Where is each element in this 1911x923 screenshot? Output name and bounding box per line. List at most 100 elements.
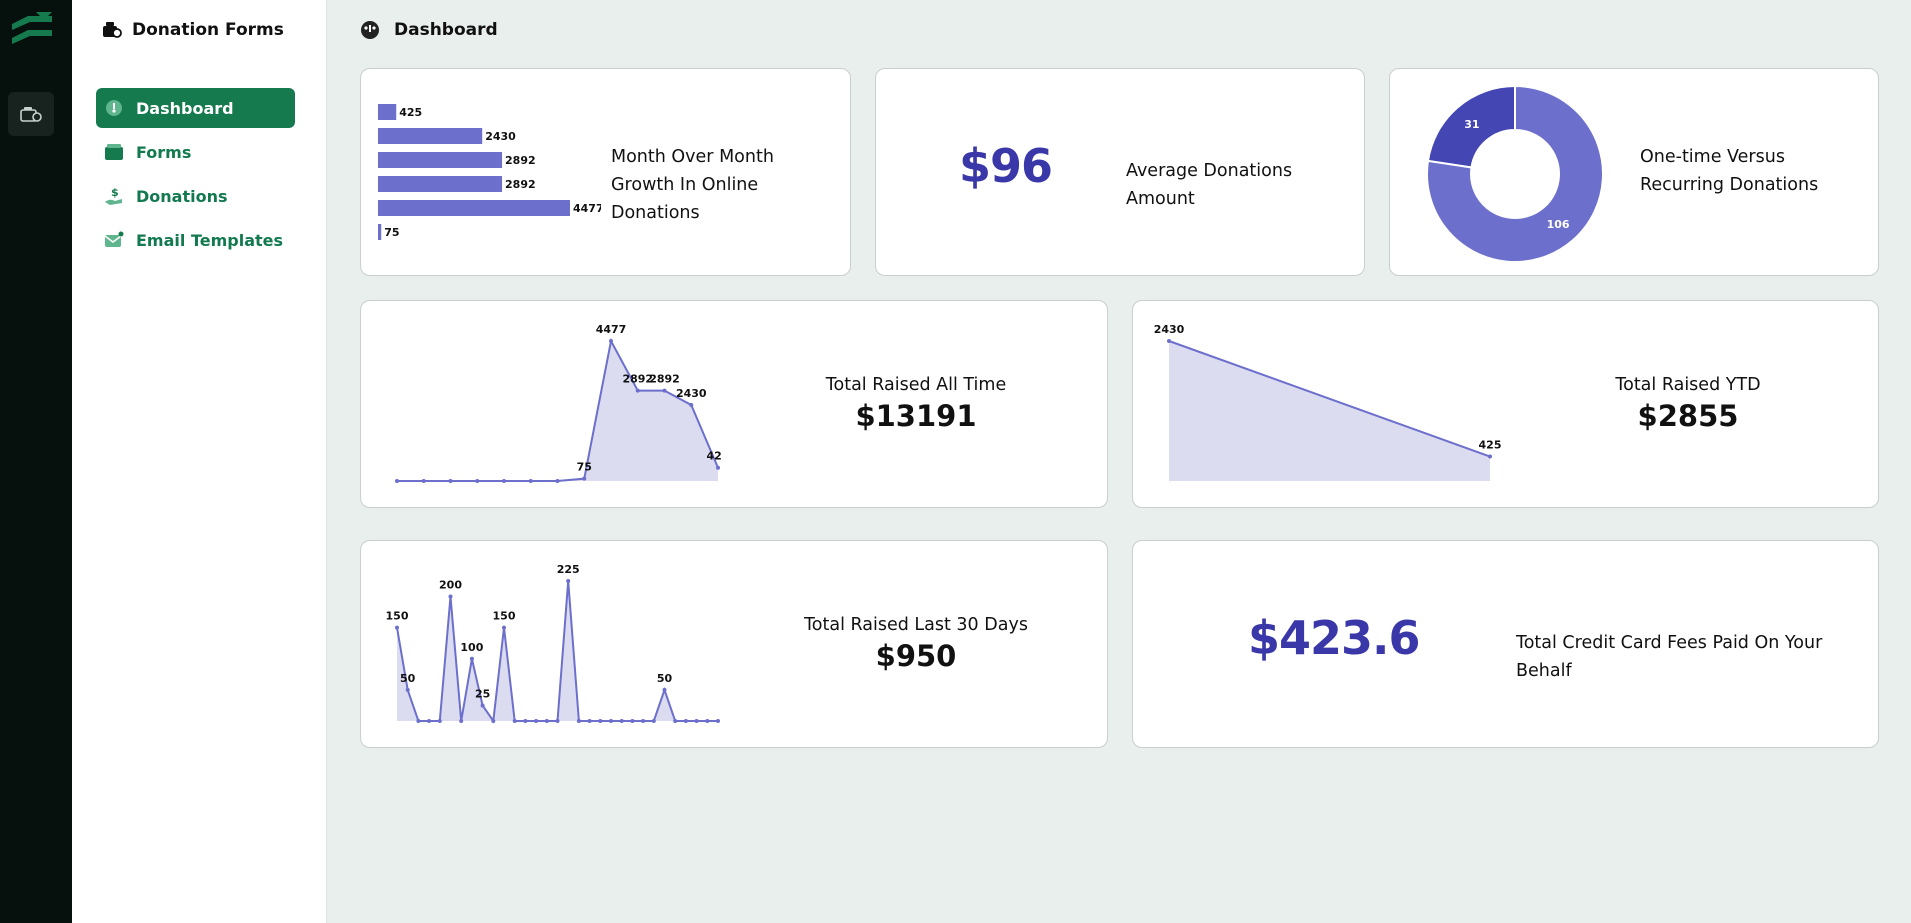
donut-slice	[1426, 84, 1516, 169]
svg-text:$: $	[111, 186, 119, 199]
last30-point	[427, 719, 432, 723]
all_time-point	[609, 339, 613, 343]
sidebar-nav: Dashboard Forms $ Donations Email Templa…	[96, 88, 295, 264]
donut-slice	[1426, 84, 1604, 263]
all_time-point	[448, 479, 453, 483]
sidebar-item-label: Donations	[136, 186, 228, 206]
last30-point	[395, 625, 399, 630]
last30-point	[705, 719, 710, 723]
growth-bar	[378, 176, 503, 192]
sidebar-item-email-templates[interactable]: Email Templates	[96, 220, 295, 260]
all_time-point	[475, 479, 480, 483]
all_time-point-label: 2430	[676, 387, 707, 400]
last30-point	[480, 703, 485, 708]
growth-label: Month Over Month Growth In Online Donati…	[611, 147, 774, 223]
all-time-card: 754477289228922430425 Total Raised All T…	[360, 300, 1108, 508]
dashboard-gauge-icon	[361, 21, 379, 39]
sidebar-item-donations[interactable]: $ Donations	[96, 176, 295, 216]
last30-point	[534, 719, 539, 723]
last30-point	[598, 719, 603, 723]
all-time-summary: Total Raised All Time $13191	[801, 371, 1031, 433]
sidebar-item-dashboard[interactable]: Dashboard	[96, 88, 295, 128]
forms-app-button[interactable]	[8, 92, 54, 136]
last30-point	[555, 719, 560, 723]
all_time-point-label: 2892	[649, 373, 680, 386]
last30-point	[683, 719, 688, 723]
all_time-area-fill	[397, 341, 718, 481]
growth-bar	[378, 224, 382, 240]
last30-point	[716, 719, 720, 723]
all_time-point	[421, 479, 426, 483]
ytd-area-chart: 2430 425	[1154, 323, 1502, 481]
last30-point	[662, 687, 667, 692]
last30-point	[673, 719, 678, 723]
sidebar: Donation Forms Dashboard Forms $ Donatio…	[72, 0, 327, 923]
all_time-point	[662, 388, 667, 393]
all_time-point	[635, 388, 640, 393]
growth-bar	[378, 104, 397, 120]
last30-point-label: 25	[475, 687, 490, 700]
growth-bar-label: 425	[399, 106, 422, 119]
last30-point	[544, 719, 549, 723]
dashboard-icon	[104, 98, 124, 118]
last30-area-chart: 150 50 200 100 25 150 225 50	[386, 563, 720, 724]
onetime-donut-chart: 31 106	[1426, 84, 1604, 263]
last30-point-label: 100	[460, 641, 483, 654]
page-title: Dashboard	[394, 20, 498, 40]
forms-icon	[104, 142, 124, 162]
ytd-point	[1488, 454, 1492, 459]
growth-card: 425 2430 2892 2892 4477 75 Month Over Month G…	[360, 68, 851, 276]
forms-app-icon	[20, 107, 42, 122]
last30-point	[630, 719, 635, 723]
all_time-point	[689, 403, 694, 408]
growth-bar-label: 2430	[485, 130, 516, 143]
last30-point-label: 200	[439, 579, 462, 592]
average-value: $96	[959, 139, 1053, 193]
average-card: $96 Average Donations Amount	[875, 68, 1365, 276]
email-icon	[104, 230, 124, 250]
all_time-point	[395, 479, 399, 483]
fees-value: $423.6	[1248, 611, 1421, 665]
ytd-point-label: 425	[1479, 439, 1502, 452]
all_time-point	[555, 479, 560, 483]
ytd-card: 2430 425 Total Raised YTD $2855	[1132, 300, 1879, 508]
all-time-area-chart: 754477289228922430425	[395, 323, 721, 483]
growth-bar	[378, 152, 503, 168]
last30-card: 150 50 200 100 25 150 225 50 Total Raised Last …	[360, 540, 1108, 748]
last30-point	[416, 719, 421, 723]
onetime-label: One-time Versus Recurring Donations	[1640, 147, 1819, 195]
ytd-value: $2855	[1637, 399, 1739, 433]
growth-bar	[378, 128, 483, 144]
last30-point	[619, 719, 624, 723]
ytd-point	[1167, 339, 1171, 343]
last30-point	[405, 687, 410, 692]
growth-bar-label: 2892	[505, 154, 536, 167]
sidebar-item-label: Dashboard	[136, 98, 234, 118]
donut-slice-label: 106	[1547, 218, 1570, 231]
ytd-summary: Total Raised YTD $2855	[1573, 371, 1803, 433]
last30-point	[694, 719, 699, 723]
sidebar-item-label: Email Templates	[136, 230, 284, 250]
ytd-area-fill	[1169, 341, 1490, 481]
ytd-point-label: 2430	[1154, 323, 1185, 336]
last30-point	[469, 656, 474, 661]
all_time-point	[502, 479, 506, 483]
sidebar-item-forms[interactable]: Forms	[96, 132, 295, 172]
last30-point	[523, 719, 528, 723]
last30-point	[566, 579, 571, 583]
donut-slice-label: 31	[1464, 118, 1479, 131]
all-time-value: $13191	[855, 399, 977, 433]
all_time-point-label: 4477	[596, 323, 627, 336]
last30-summary: Total Raised Last 30 Days $950	[801, 611, 1031, 673]
app-rail	[0, 0, 72, 923]
fees-label: Total Credit Card Fees Paid On Your Beha…	[1516, 633, 1823, 681]
ytd-label: Total Raised YTD	[1615, 375, 1761, 395]
onetime-card: 31 106 One-time Versus Recurring Donation…	[1389, 68, 1879, 276]
last30-point	[609, 719, 613, 723]
last30-point	[502, 625, 506, 630]
last30-point-label: 150	[493, 610, 516, 623]
last30-point-label: 50	[400, 672, 416, 685]
all_time-point	[716, 465, 720, 470]
last30-point-label: 150	[386, 610, 409, 623]
last30-point	[641, 719, 646, 723]
